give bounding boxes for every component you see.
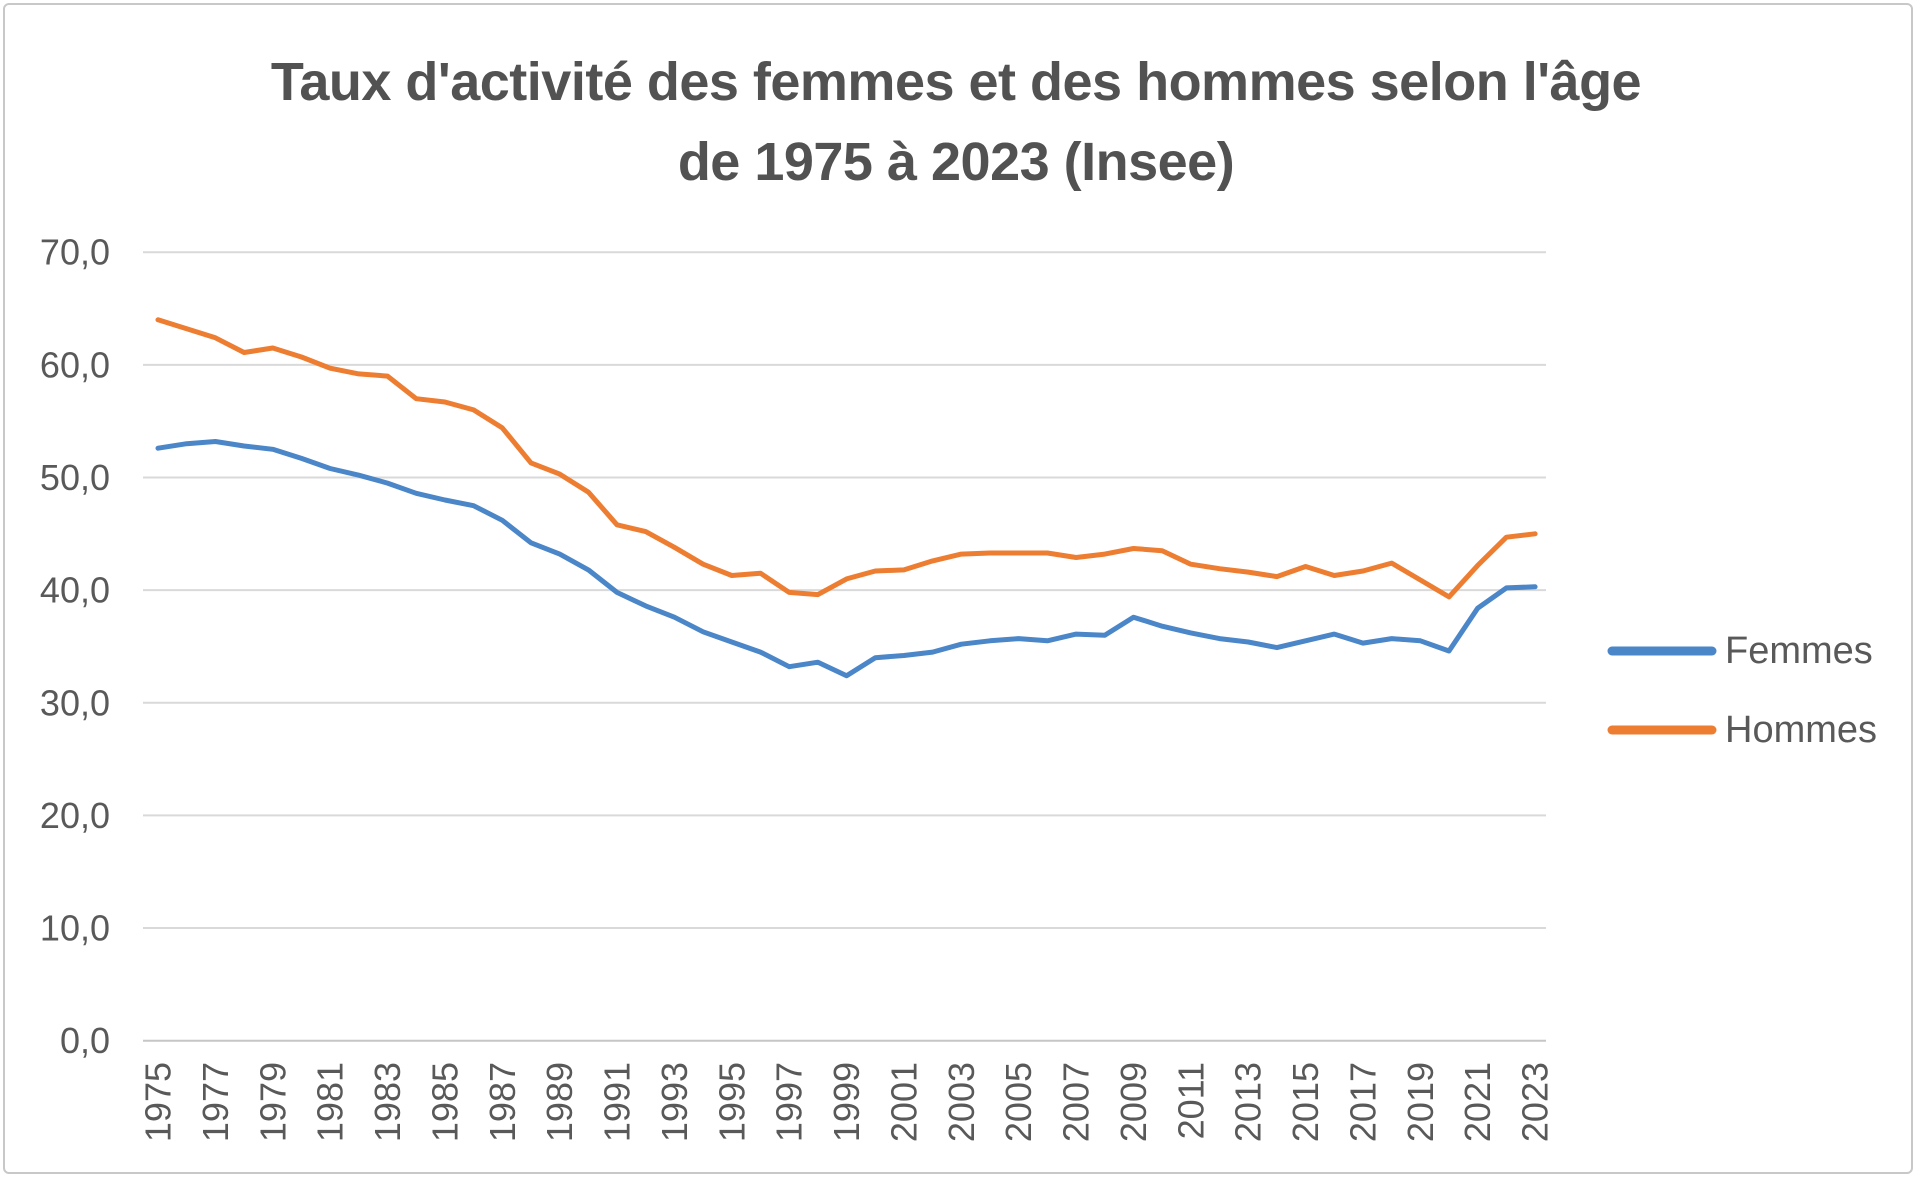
x-tick-label: 1975	[138, 1062, 179, 1142]
x-tick-label: 2023	[1515, 1062, 1556, 1142]
x-tick-label: 2005	[998, 1062, 1039, 1142]
y-tick-label: 70,0	[40, 232, 110, 273]
y-tick-label: 60,0	[40, 344, 110, 385]
x-tick-label: 2003	[941, 1062, 982, 1142]
x-tick-label: 1987	[482, 1062, 523, 1142]
legend-label-hommes: Hommes	[1725, 709, 1877, 751]
x-tick-label: 2013	[1228, 1062, 1269, 1142]
x-tick-label: 2001	[883, 1062, 924, 1142]
femmes-line	[155, 439, 1538, 679]
y-tick-label: 10,0	[40, 908, 110, 949]
x-tick-label: 1983	[367, 1062, 408, 1142]
hommes-line	[155, 317, 1538, 600]
x-tick-label: 1995	[711, 1062, 752, 1142]
y-tick-label: 50,0	[40, 457, 110, 498]
chart-title-line2: de 1975 à 2023 (Insee)	[677, 132, 1235, 192]
x-tick-label: 2019	[1400, 1062, 1441, 1142]
x-tick-label: 1989	[539, 1062, 580, 1142]
x-tick-label: 2015	[1285, 1062, 1326, 1142]
x-tick-label: 2011	[1170, 1062, 1211, 1139]
chart-title: Taux d'activité des femmes et des hommes…	[0, 42, 1912, 202]
y-tick-label: 40,0	[40, 570, 110, 611]
x-tick-label: 1985	[424, 1062, 465, 1142]
x-tick-label: 1997	[769, 1062, 810, 1142]
x-tick-label: 2009	[1113, 1062, 1154, 1142]
y-tick-label: 30,0	[40, 682, 110, 723]
y-tick-label: 20,0	[40, 795, 110, 836]
y-tick-label: 0,0	[60, 1020, 110, 1061]
x-tick-label: 1981	[310, 1062, 351, 1142]
x-tick-label: 2017	[1342, 1062, 1383, 1142]
x-tick-label: 2007	[1056, 1062, 1097, 1142]
x-tick-label: 1993	[654, 1062, 695, 1142]
x-tick-label: 1991	[597, 1062, 638, 1142]
legend-label-femmes: Femmes	[1725, 630, 1873, 672]
x-tick-label: 1977	[195, 1062, 236, 1142]
x-tick-label: 1979	[252, 1062, 293, 1142]
chart-title-line1: Taux d'activité des femmes et des hommes…	[270, 52, 1642, 112]
chart-frame	[3, 3, 1913, 1174]
x-tick-label: 2021	[1457, 1062, 1498, 1142]
x-tick-label: 1999	[826, 1062, 867, 1142]
